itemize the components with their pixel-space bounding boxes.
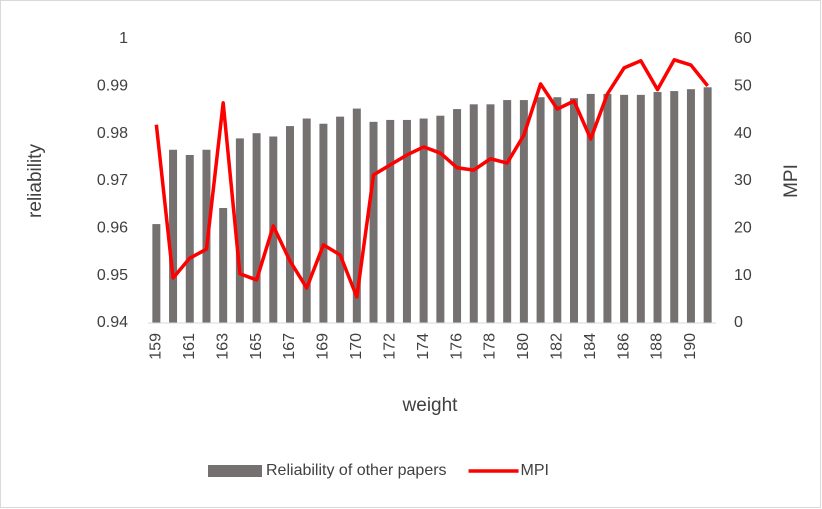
- line: [154, 58, 710, 299]
- y-tick-label: 1: [119, 30, 128, 47]
- legend-label: Reliability of other papers: [266, 462, 447, 479]
- x-tick-label: 176: [448, 333, 465, 360]
- bar: [486, 104, 495, 323]
- y2-tick-label: 0: [734, 314, 743, 331]
- bar: [536, 97, 545, 323]
- y-tick-label: 0.97: [97, 172, 128, 189]
- y2-tick-label: 20: [734, 220, 752, 237]
- bar: [419, 118, 428, 324]
- bar: [553, 97, 562, 323]
- y-tick-label: 0.99: [97, 78, 128, 95]
- bar: [352, 108, 361, 323]
- x-tick-label: 163: [214, 333, 231, 360]
- y2-tick-label: 10: [734, 267, 752, 284]
- bar: [570, 98, 578, 324]
- x-tick-label: 186: [615, 333, 632, 360]
- bar: [402, 119, 411, 323]
- x-tick-label: 178: [482, 333, 499, 360]
- bar: [286, 126, 294, 324]
- bar: [503, 100, 512, 323]
- y2-tick-label: 30: [734, 172, 752, 189]
- bar: [219, 207, 228, 323]
- x-tick-label: 167: [281, 333, 298, 360]
- y-tick-label: 0.96: [97, 220, 128, 237]
- y-tick-label: 0.95: [97, 267, 128, 284]
- y-axis-title: reliability: [25, 144, 46, 218]
- bar: [185, 154, 194, 323]
- bar: [686, 89, 695, 323]
- x-tick-label: 180: [515, 333, 532, 360]
- bar: [235, 138, 244, 323]
- bar: [369, 121, 378, 323]
- bar: [636, 94, 645, 323]
- bar: [586, 93, 595, 323]
- x-tick-label: 182: [549, 333, 566, 360]
- x-tick-label: 174: [415, 333, 432, 360]
- x-tick-label: 188: [649, 333, 666, 360]
- bar: [620, 94, 629, 323]
- x-axis-title: weight: [402, 395, 459, 416]
- bar: [469, 104, 478, 323]
- bar: [169, 149, 178, 323]
- x-tick-label: 172: [381, 333, 398, 360]
- y2-tick-label: 50: [734, 78, 752, 95]
- bar: [603, 93, 612, 323]
- bar: [302, 118, 311, 324]
- y2-tick-label: 40: [734, 125, 752, 142]
- bar: [453, 109, 462, 323]
- x-tick-label: 165: [248, 333, 265, 360]
- bar: [336, 116, 345, 323]
- bar: [670, 91, 679, 323]
- x-tick-label: 169: [315, 333, 332, 360]
- x-tick-label: 184: [582, 333, 599, 360]
- bar: [703, 87, 712, 323]
- bar: [436, 115, 445, 324]
- bar: [252, 133, 261, 323]
- x-tick-label: 170: [348, 333, 365, 360]
- bar: [519, 100, 528, 323]
- legend-swatch: [208, 465, 262, 477]
- x-tick-label: 190: [682, 333, 699, 360]
- y-tick-label: 0.98: [97, 125, 128, 142]
- bar: [152, 224, 161, 323]
- y2-axis-title: MPI: [781, 164, 802, 198]
- x-tick-label: 159: [148, 333, 165, 360]
- bar: [653, 92, 662, 323]
- x-tick-label: 161: [181, 333, 198, 360]
- y-tick-label: 0.94: [97, 314, 128, 331]
- y2-tick-label: 60: [734, 30, 752, 47]
- bar: [386, 119, 395, 323]
- legend-label: MPI: [521, 462, 549, 479]
- bar: [319, 123, 328, 323]
